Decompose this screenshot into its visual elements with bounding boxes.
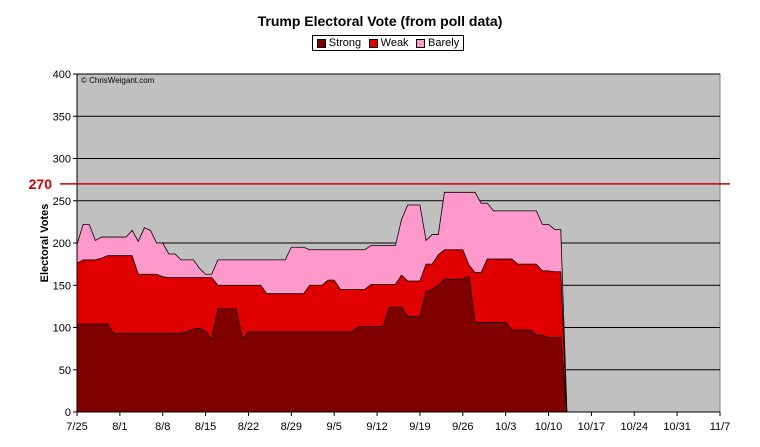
chart-title: Trump Electoral Vote (from poll data)	[257, 13, 503, 29]
x-tick-label-4: 8/22	[238, 421, 259, 433]
x-tick-label-14: 10/31	[663, 421, 691, 433]
x-tick-label-6: 9/5	[327, 421, 342, 433]
watermark: © ChrisWeigant.com	[81, 76, 155, 85]
x-tick-label-8: 9/19	[409, 421, 430, 433]
x-tick-label-12: 10/17	[578, 421, 606, 433]
x-tick-label-11: 10/10	[535, 421, 563, 433]
chart-legend: Strong Weak Barely	[312, 35, 464, 51]
reference-line-label: 270	[29, 176, 53, 192]
y-tick-label-150: 150	[53, 280, 71, 292]
y-tick-label-300: 300	[53, 154, 71, 166]
y-tick-label-250: 250	[53, 196, 71, 208]
x-tick-label-2: 8/8	[155, 421, 170, 433]
legend-label-barely: Barely	[428, 37, 460, 49]
legend-label-weak: Weak	[380, 37, 409, 49]
y-tick-label-400: 400	[53, 69, 71, 81]
legend-swatch-barely	[416, 38, 426, 48]
y-tick-label-350: 350	[53, 111, 71, 123]
x-tick-label-7: 9/12	[366, 421, 387, 433]
x-tick-label-15: 11/7	[710, 421, 731, 433]
y-tick-label-50: 50	[59, 365, 71, 377]
x-tick-label-0: 7/25	[66, 421, 87, 433]
legend-item-barely: Barely	[416, 37, 459, 49]
x-tick-label-1: 8/1	[112, 421, 127, 433]
legend-label-strong: Strong	[328, 37, 362, 49]
y-tick-label-0: 0	[65, 407, 71, 419]
legend-swatch-weak	[368, 38, 378, 48]
series-area-strong	[76, 275, 568, 413]
x-tick-label-5: 8/29	[281, 421, 302, 433]
legend-item-strong: Strong	[316, 37, 362, 49]
x-tick-label-13: 10/24	[621, 421, 649, 433]
y-tick-label-200: 200	[53, 238, 71, 250]
legend-item-weak: Weak	[368, 37, 409, 49]
x-tick-label-10: 10/3	[495, 421, 516, 433]
x-tick-label-9: 9/26	[452, 421, 473, 433]
y-tick-label-100: 100	[53, 323, 71, 335]
legend-swatch-strong	[316, 38, 326, 48]
x-tick-label-3: 8/15	[195, 421, 216, 433]
